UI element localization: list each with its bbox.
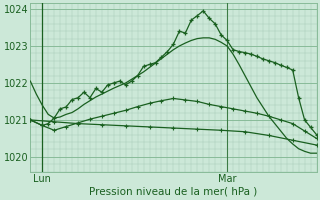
X-axis label: Pression niveau de la mer( hPa ): Pression niveau de la mer( hPa ) xyxy=(89,187,258,197)
